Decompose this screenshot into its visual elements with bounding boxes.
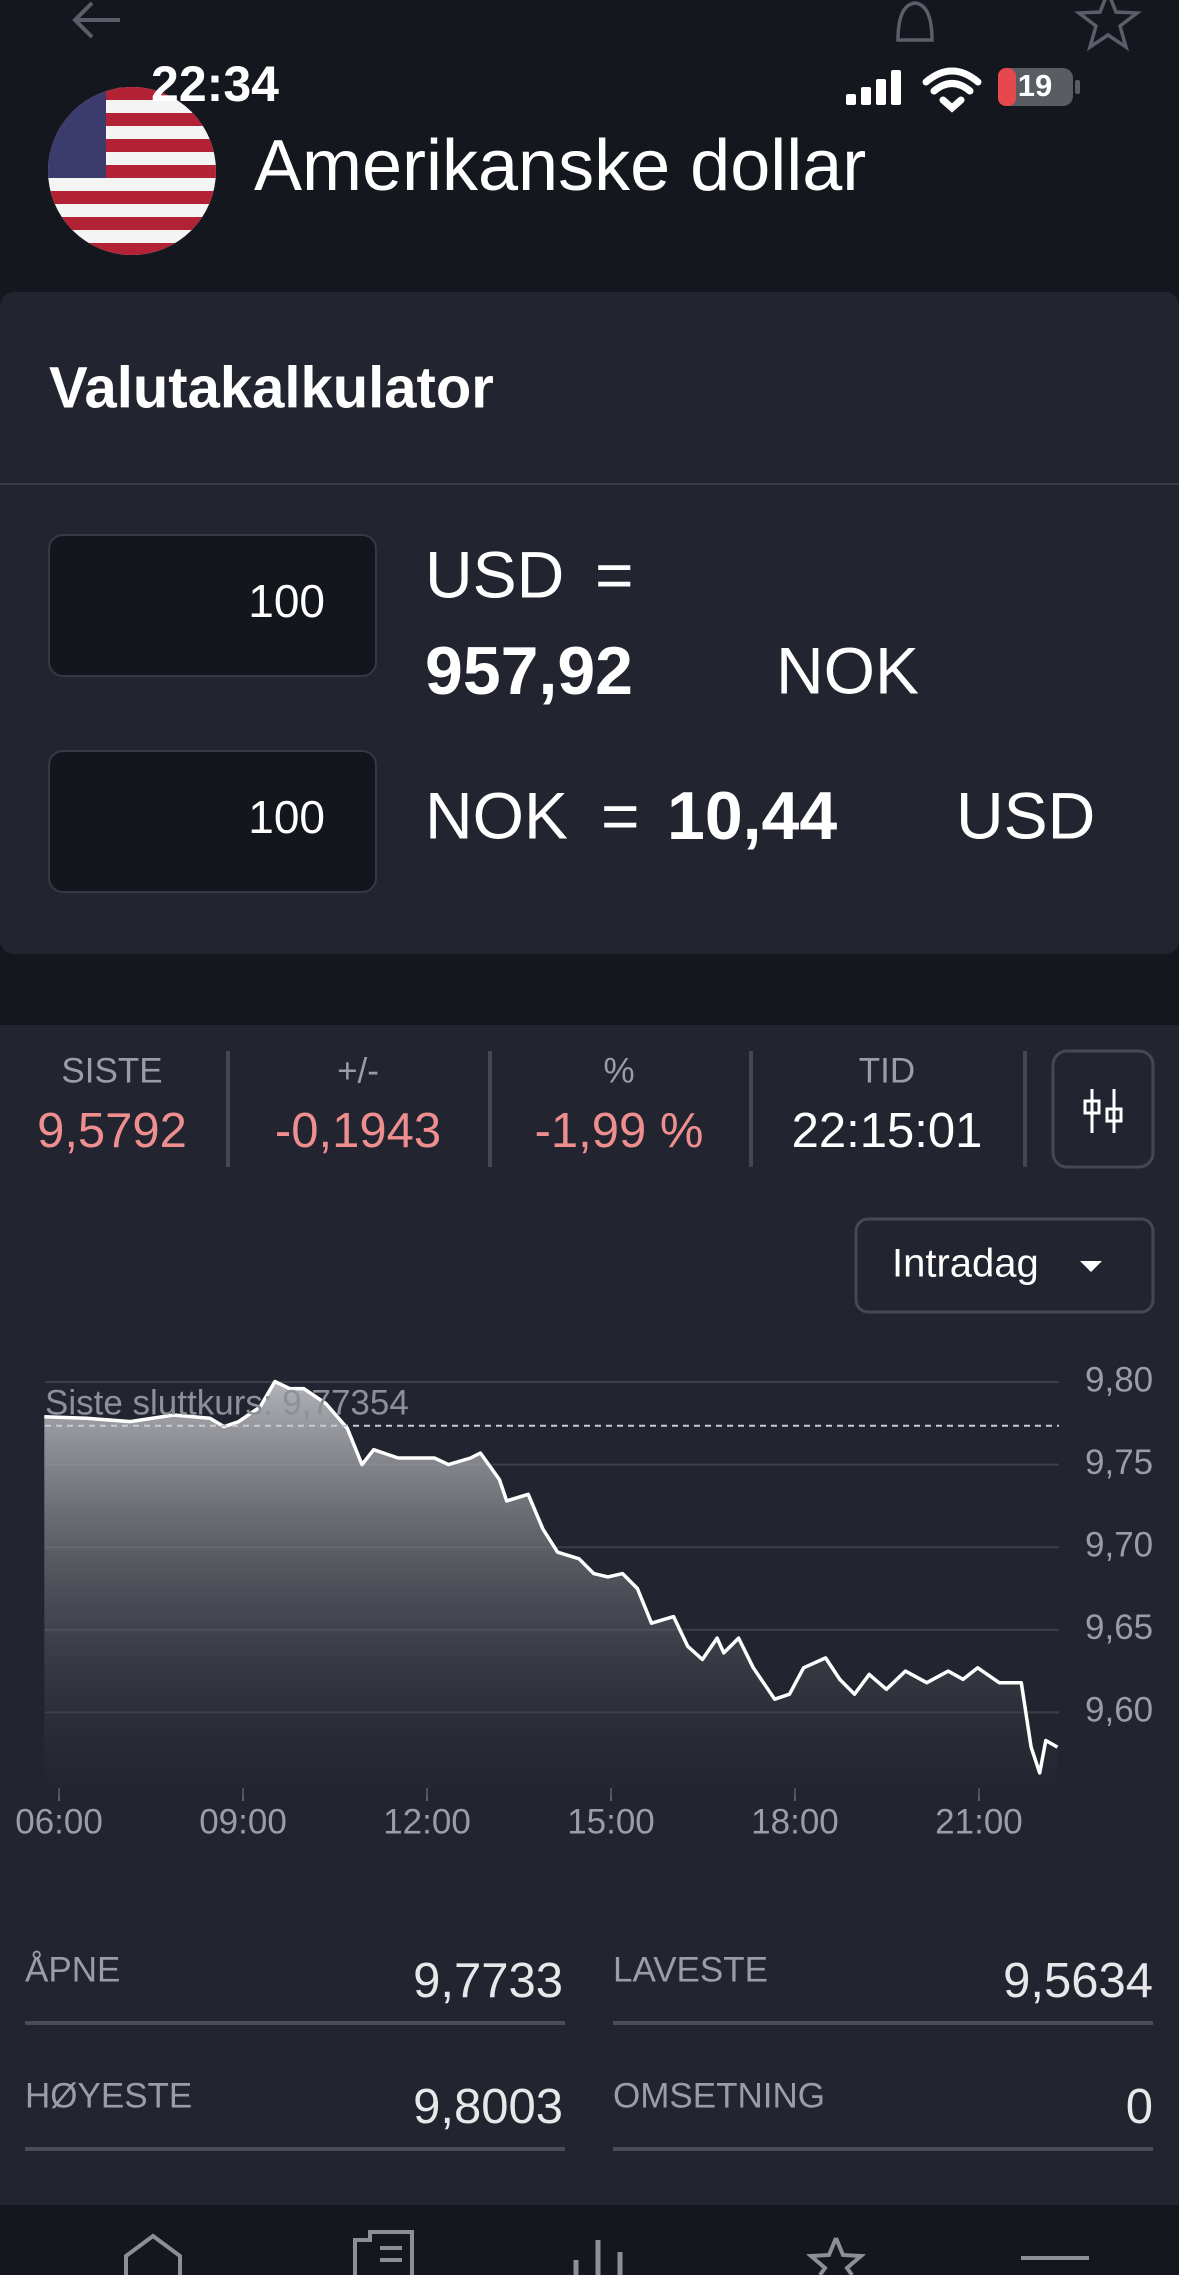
amount-input[interactable] [48, 534, 377, 677]
equals: = [601, 778, 640, 852]
stat-value: 9,5634 [1003, 1954, 1153, 2008]
signal-icon [846, 70, 901, 105]
amount-text: 100 [248, 575, 325, 627]
calculator-title: Valutakalkulator [49, 355, 494, 420]
stat-value: 9,8003 [413, 2080, 563, 2134]
currency-from: USD [425, 537, 564, 611]
dropdown-arrow [1080, 1261, 1102, 1272]
nav-home[interactable] [124, 2233, 182, 2275]
x-tick-label: 09:00 [199, 1802, 287, 1841]
quote-label: +/- [337, 1051, 379, 1090]
quote-label: % [603, 1051, 634, 1090]
nav-news[interactable] [353, 2230, 414, 2275]
y-tick-label: 9,60 [1085, 1691, 1153, 1730]
alert-button[interactable] [896, 1, 934, 42]
range-dropdown[interactable] [854, 1217, 1155, 1314]
equals: = [595, 537, 634, 611]
quote-value: 9,5792 [37, 1104, 187, 1158]
y-tick-label: 9,65 [1085, 1608, 1153, 1647]
battery-level [998, 68, 1016, 106]
price-line [44, 1379, 1059, 1775]
back-button[interactable] [72, 1, 120, 39]
quote-value: -1,99 % [535, 1104, 704, 1158]
x-tick-label: 06:00 [15, 1802, 103, 1841]
area [44, 1381, 1058, 1795]
currency-to: USD [956, 778, 1095, 852]
y-tick-label: 9,70 [1085, 1525, 1153, 1564]
stat-label: OMSETNING [613, 2076, 825, 2115]
settings-icon [1083, 1089, 1123, 1133]
currency-to: NOK [776, 633, 919, 707]
wifi-icon [922, 67, 982, 113]
y-tick-label: 9,80 [1085, 1360, 1153, 1399]
result: 957,92 [425, 633, 633, 709]
quote-value: -0,1943 [275, 1104, 441, 1158]
separators [226, 1051, 1027, 1167]
stat-label: HØYESTE [25, 2076, 192, 2115]
settings-button[interactable] [1051, 1049, 1155, 1169]
currency-from: NOK [425, 778, 568, 852]
battery-icon [998, 68, 1073, 106]
stat-value: 9,7733 [413, 1954, 563, 2008]
amount-text: 100 [248, 791, 325, 843]
x-tick-label: 12:00 [383, 1802, 471, 1841]
battery-tip [1075, 80, 1080, 94]
x-tick-label: 21:00 [935, 1802, 1023, 1841]
x-tick-label: 18:00 [751, 1802, 839, 1841]
x-tick-label: 15:00 [567, 1802, 655, 1841]
flag [48, 87, 216, 255]
result: 10,44 [667, 778, 837, 854]
amount-input[interactable] [48, 750, 377, 893]
page-title: Amerikanske dollar [254, 126, 866, 206]
stat-label: ÅPNE [25, 1950, 120, 1989]
nav-markets[interactable] [573, 2240, 623, 2275]
favorite-button[interactable] [1074, 0, 1142, 52]
range-label: Intradag [892, 1242, 1039, 1286]
battery-text: 19 [1018, 68, 1052, 103]
bottom-nav [0, 2205, 1179, 2275]
status-time: 22:34 [151, 56, 279, 112]
y-tick-label: 9,75 [1085, 1443, 1153, 1482]
stat-value: 0 [1126, 2080, 1153, 2134]
quote-label: SISTE [61, 1051, 162, 1090]
nav-favorites[interactable] [805, 2237, 867, 2275]
quote-label: TID [859, 1051, 915, 1090]
reference-label: Siste sluttkurs: 9,77354 [45, 1383, 409, 1422]
quote-value: 22:15:01 [792, 1104, 983, 1158]
stat-label: LAVESTE [613, 1950, 768, 1989]
